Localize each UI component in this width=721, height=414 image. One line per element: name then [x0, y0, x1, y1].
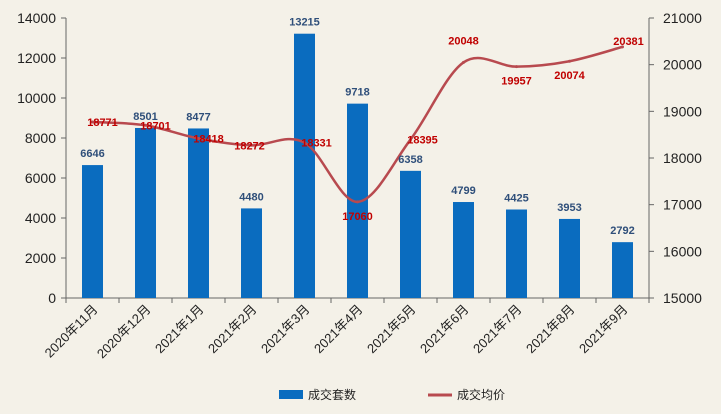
y-left-tick-label: 0 [48, 290, 56, 306]
y-right-tick-label: 20000 [663, 57, 702, 73]
y-right-tick-label: 19000 [663, 103, 702, 119]
x-tick-label: 2021年8月 [523, 302, 578, 357]
bar-value-label: 6358 [398, 154, 422, 166]
bar [559, 218, 580, 298]
line-value-label: 18771 [87, 117, 118, 129]
bar [188, 128, 209, 298]
y-left-tick-label: 14000 [17, 10, 56, 26]
bar-value-label: 4799 [451, 185, 475, 197]
line-point [409, 138, 412, 142]
labels-layer: 6646 8501 8477 4480 13215 9718 6358 4799 4425 395… [80, 17, 644, 237]
x-tick-label: 2021年6月 [417, 302, 472, 357]
x-tick-label: 2021年3月 [258, 302, 313, 357]
x-tick-label: 2021年5月 [364, 302, 419, 357]
bar-value-label: 2792 [610, 225, 634, 237]
y-left-tick-label: 4000 [25, 210, 56, 226]
bar-value-label: 3953 [557, 202, 581, 214]
x-tick-label: 2021年7月 [470, 302, 525, 357]
line-point [462, 60, 465, 64]
bar [135, 127, 156, 298]
y-left-tick-label: 6000 [25, 170, 56, 186]
bar-value-label: 8501 [133, 111, 157, 123]
bar [453, 202, 474, 298]
bar [612, 242, 633, 298]
x-tick-label: 2021年9月 [576, 302, 631, 357]
line-point [197, 136, 200, 140]
line-point [515, 65, 518, 69]
line-value-label: 20074 [554, 70, 585, 82]
line-point [356, 200, 359, 204]
y-left-tick-label: 12000 [17, 50, 56, 66]
x-tick-label: 2020年12月 [94, 302, 154, 362]
bar-value-label: 8477 [186, 111, 210, 123]
bar [82, 165, 103, 298]
bar-value-label: 4425 [504, 193, 528, 205]
y-right-tick-label: 17000 [663, 197, 702, 213]
line-value-label: 18701 [140, 120, 171, 132]
x-tick-label: 2021年1月 [152, 302, 207, 357]
line-value-label: 19957 [501, 76, 532, 88]
line-value-label: 20048 [448, 35, 479, 47]
bar [400, 170, 421, 298]
line-point [250, 143, 253, 147]
y-right-tick-label: 21000 [663, 10, 702, 26]
x-tick-label: 2020年11月 [42, 302, 101, 361]
line-value-label: 18272 [234, 140, 265, 152]
line-point [144, 123, 147, 127]
bars-layer [82, 33, 633, 298]
bar [506, 209, 527, 298]
y-left-tick-label: 8000 [25, 130, 56, 146]
line-value-label: 18395 [407, 135, 438, 147]
legend-line-label: 成交均价 [457, 387, 505, 402]
bar-value-label: 9718 [345, 87, 369, 99]
legend: 成交套数 成交均价 [279, 387, 505, 402]
y-right-tick-label: 16000 [663, 243, 702, 259]
bar [294, 33, 315, 298]
line-value-label: 20381 [613, 36, 644, 48]
legend-bar-swatch [279, 390, 303, 399]
x-tick-label: 2021年2月 [205, 302, 260, 357]
legend-bar-label: 成交套数 [308, 387, 356, 402]
line-value-label: 17060 [342, 211, 373, 223]
line-point [568, 59, 571, 63]
line-point [91, 120, 94, 124]
bar-value-label: 4480 [239, 191, 263, 203]
line-point [303, 141, 306, 145]
bar-value-label: 6646 [80, 148, 104, 160]
y-left-tick-label: 10000 [17, 90, 56, 106]
line-value-label: 18418 [193, 133, 224, 145]
line-value-label: 18331 [301, 138, 332, 150]
bar-value-label: 13215 [289, 17, 320, 29]
line-point [621, 45, 624, 49]
bar [241, 208, 262, 298]
y-left-tick-label: 2000 [25, 250, 56, 266]
line-layer [91, 45, 624, 204]
y-right-tick-label: 15000 [663, 290, 702, 306]
y-right-tick-label: 18000 [663, 150, 702, 166]
x-tick-label: 2021年4月 [311, 302, 366, 357]
